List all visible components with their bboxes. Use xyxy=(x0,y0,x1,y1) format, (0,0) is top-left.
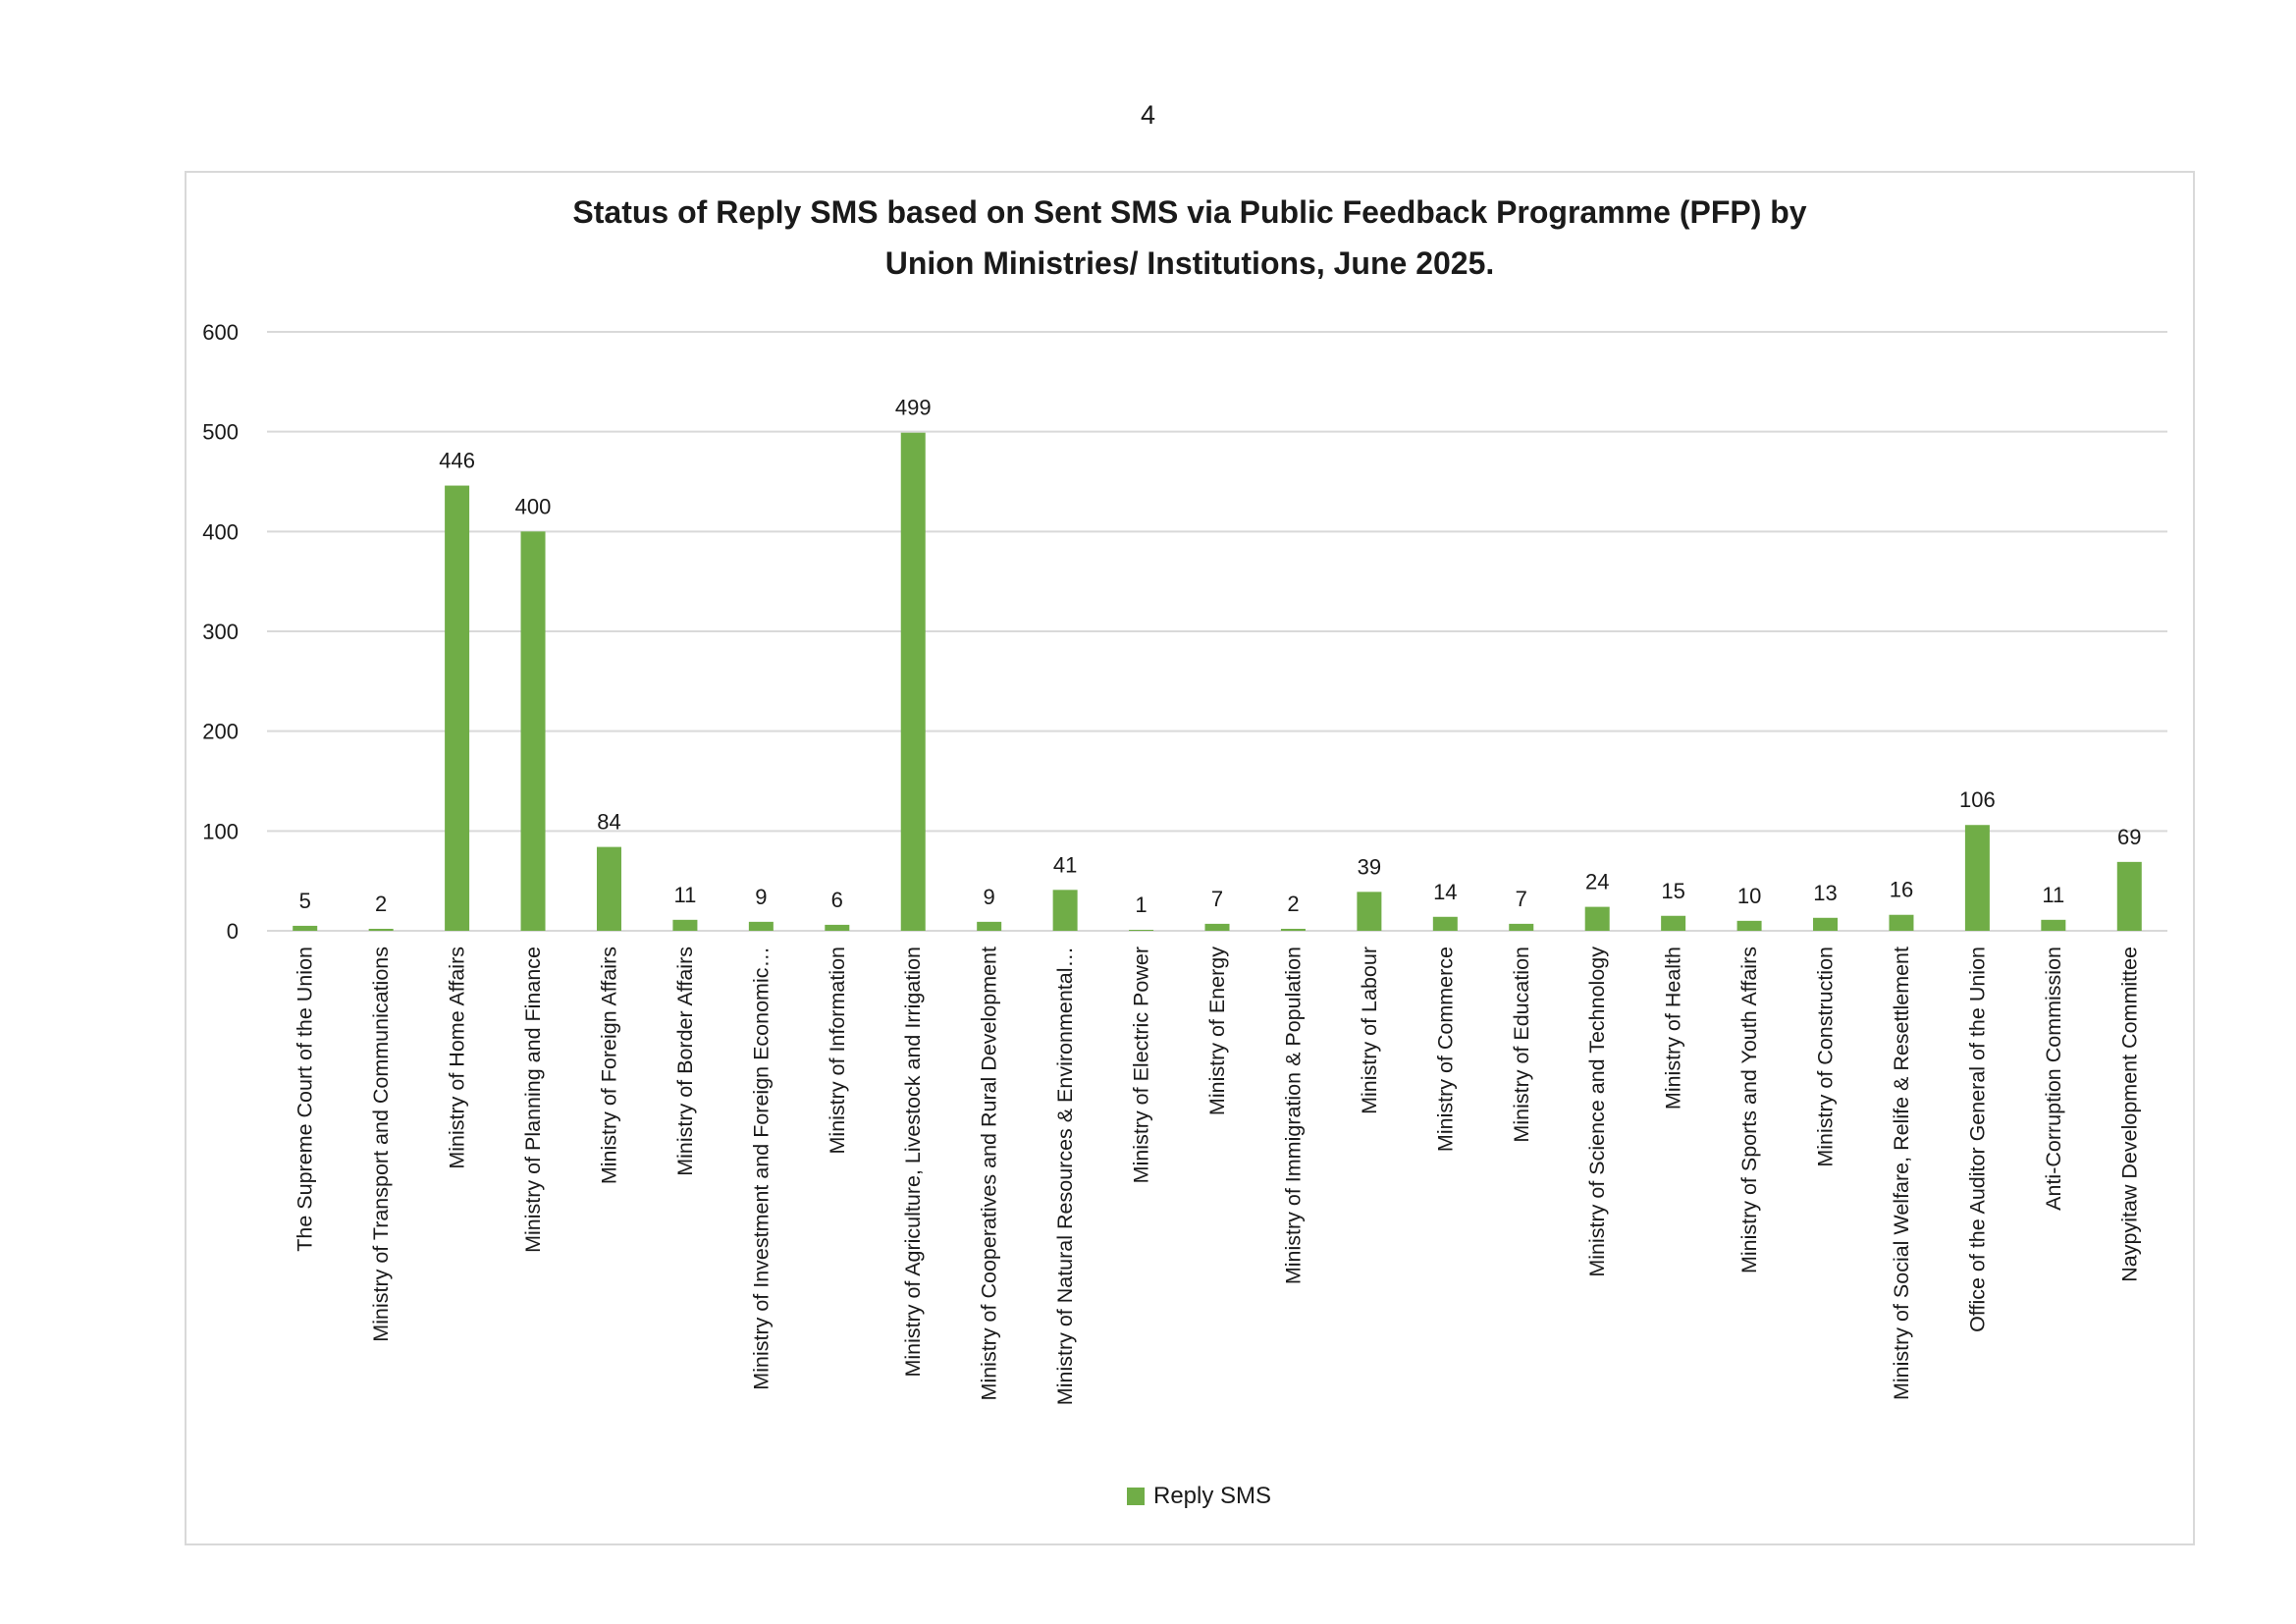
bar xyxy=(596,846,621,931)
data-label: 106 xyxy=(1959,787,1996,812)
bar xyxy=(1584,906,1610,931)
data-label: 7 xyxy=(1516,887,1527,911)
data-label: 11 xyxy=(673,883,696,907)
bar xyxy=(445,485,470,931)
bar xyxy=(1964,825,1990,931)
page-number: 4 xyxy=(1140,100,1156,130)
gridlines xyxy=(267,331,2167,932)
x-category-label: Ministry of Agriculture, Livestock and I… xyxy=(901,947,925,1378)
x-category-label: Ministry of Social Welfare, Relife & Res… xyxy=(1890,947,1913,1400)
data-label: 1 xyxy=(1135,893,1147,917)
x-category-label: Ministry of Natural Resources & Environm… xyxy=(1053,947,1077,1405)
data-label: 15 xyxy=(1661,879,1684,903)
bar xyxy=(520,531,546,931)
x-category-label: Ministry of Energy xyxy=(1205,947,1229,1115)
x-axis-category-labels: The Supreme Court of the Union Ministry o… xyxy=(294,947,2142,1405)
bars xyxy=(293,432,2142,931)
bar xyxy=(368,928,394,931)
data-label: 16 xyxy=(1890,878,1913,902)
bar xyxy=(825,924,850,931)
bar xyxy=(2116,861,2142,931)
bar xyxy=(672,919,698,931)
x-category-label: Ministry of Construction xyxy=(1814,947,1838,1167)
bar xyxy=(1736,920,1762,931)
y-tick-label: 300 xyxy=(202,620,239,644)
data-label: 84 xyxy=(597,810,620,835)
bar xyxy=(1129,929,1154,931)
x-category-label: Ministry of Sports and Youth Affairs xyxy=(1737,947,1761,1273)
data-labels: 5 2 446 400 84 11 9 6 499 9 41 1 7 2 39 14 7 24 15 10 13 16 10… xyxy=(299,396,2142,917)
x-category-label: Ministry of Foreign Affairs xyxy=(597,947,620,1184)
bar xyxy=(1889,914,1914,931)
bar xyxy=(1661,915,1686,931)
data-label: 24 xyxy=(1585,870,1609,894)
legend-label: Reply SMS xyxy=(1153,1483,1272,1509)
data-label: 446 xyxy=(439,449,475,473)
bar xyxy=(293,925,318,931)
x-category-label: The Supreme Court of the Union xyxy=(294,947,317,1252)
x-category-label: Ministry of Transport and Communications xyxy=(369,947,393,1342)
bar xyxy=(1813,917,1839,931)
bar xyxy=(977,921,1002,931)
x-category-label: Anti-Corruption Commission xyxy=(2042,947,2065,1211)
data-label: 69 xyxy=(2117,825,2141,849)
y-axis-tick-labels: 0 100 200 300 400 500 600 xyxy=(202,320,239,944)
bar xyxy=(1432,916,1458,931)
y-tick-label: 600 xyxy=(202,320,239,345)
x-category-label: Ministry of Planning and Finance xyxy=(521,947,545,1253)
x-category-label: Ministry of Cooperatives and Rural Devel… xyxy=(978,947,1001,1400)
x-category-label: Office of the Auditor General of the Uni… xyxy=(1965,947,1989,1332)
x-category-label: Ministry of Health xyxy=(1662,947,1685,1110)
legend-swatch xyxy=(1127,1488,1145,1505)
x-category-label: Ministry of Home Affairs xyxy=(446,947,469,1169)
chart-title: Status of Reply SMS based on Sent SMS vi… xyxy=(185,187,2195,289)
x-category-label: Ministry of Border Affairs xyxy=(673,947,697,1176)
bar xyxy=(2041,919,2066,931)
y-tick-label: 0 xyxy=(227,919,239,944)
bar xyxy=(1052,890,1078,931)
bar xyxy=(1280,928,1306,931)
bar xyxy=(1509,923,1534,931)
data-label: 10 xyxy=(1737,884,1761,908)
chart-title-line-1: Status of Reply SMS based on Sent SMS vi… xyxy=(572,194,1807,230)
chart-title-line-2: Union Ministries/ Institutions, June 202… xyxy=(884,245,1495,281)
x-category-label: Ministry of Labour xyxy=(1358,947,1381,1114)
x-category-label: Ministry of Education xyxy=(1510,947,1533,1143)
data-label: 6 xyxy=(831,888,843,912)
data-label: 39 xyxy=(1358,854,1381,879)
data-label: 11 xyxy=(2042,883,2064,907)
legend: Reply SMS xyxy=(1127,1481,1271,1512)
x-category-label: Ministry of Investment and Foreign Econo… xyxy=(749,947,773,1390)
data-label: 499 xyxy=(895,396,932,420)
data-label: 5 xyxy=(299,889,311,913)
data-label: 7 xyxy=(1211,887,1223,911)
data-label: 400 xyxy=(515,494,552,518)
x-category-label: Ministry of Information xyxy=(826,947,849,1154)
bar xyxy=(1204,923,1230,931)
data-label: 41 xyxy=(1053,852,1077,877)
data-label: 9 xyxy=(984,885,995,909)
data-label: 14 xyxy=(1433,880,1457,904)
x-category-label: Ministry of Commerce xyxy=(1433,947,1457,1152)
bar xyxy=(1357,892,1382,931)
data-label: 2 xyxy=(375,892,387,916)
data-label: 9 xyxy=(755,885,767,909)
chart-area xyxy=(185,171,2195,1545)
x-category-label: Ministry of Electric Power xyxy=(1130,947,1153,1183)
y-tick-label: 100 xyxy=(202,819,239,843)
x-category-label: Naypyitaw Development Committee xyxy=(2117,947,2141,1282)
y-tick-label: 400 xyxy=(202,519,239,544)
y-tick-label: 500 xyxy=(202,420,239,445)
data-label: 2 xyxy=(1287,892,1299,916)
x-category-label: Ministry of Immigration & Population xyxy=(1281,947,1305,1284)
y-tick-label: 200 xyxy=(202,720,239,744)
data-label: 13 xyxy=(1813,881,1837,905)
bar xyxy=(900,432,926,931)
bar xyxy=(748,921,774,931)
x-category-label: Ministry of Science and Technology xyxy=(1585,947,1609,1277)
